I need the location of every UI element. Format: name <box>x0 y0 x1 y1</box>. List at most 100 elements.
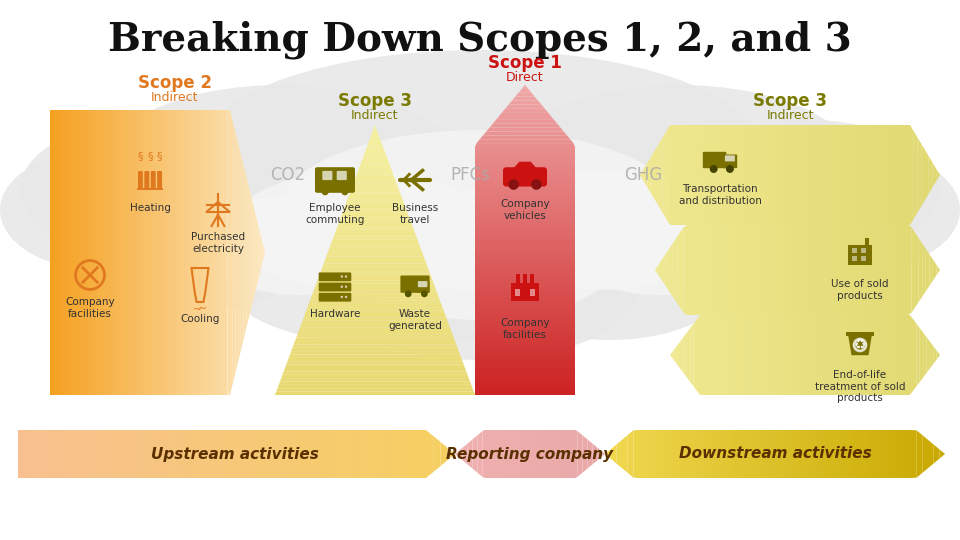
Polygon shape <box>702 430 707 478</box>
Polygon shape <box>694 225 698 315</box>
Polygon shape <box>847 125 850 225</box>
Polygon shape <box>160 110 163 395</box>
Polygon shape <box>684 430 690 478</box>
Polygon shape <box>860 430 866 478</box>
Polygon shape <box>326 253 423 256</box>
Polygon shape <box>475 170 575 174</box>
FancyBboxPatch shape <box>151 171 156 189</box>
Polygon shape <box>310 297 440 300</box>
Polygon shape <box>840 225 844 315</box>
Polygon shape <box>282 372 468 375</box>
Polygon shape <box>926 337 930 373</box>
Polygon shape <box>332 237 418 240</box>
Polygon shape <box>851 225 854 315</box>
Polygon shape <box>207 430 215 478</box>
Polygon shape <box>475 259 575 263</box>
Polygon shape <box>69 430 76 478</box>
Polygon shape <box>794 225 798 315</box>
Polygon shape <box>886 315 889 395</box>
Polygon shape <box>765 225 769 315</box>
Polygon shape <box>558 430 560 478</box>
Polygon shape <box>125 110 128 395</box>
Polygon shape <box>174 110 177 395</box>
Polygon shape <box>682 125 685 225</box>
Circle shape <box>726 165 733 173</box>
FancyBboxPatch shape <box>703 152 727 168</box>
Ellipse shape <box>200 50 760 250</box>
Text: GHG: GHG <box>624 166 662 185</box>
FancyBboxPatch shape <box>144 171 149 189</box>
Polygon shape <box>131 110 133 395</box>
Polygon shape <box>515 430 517 478</box>
Polygon shape <box>257 220 259 285</box>
Polygon shape <box>355 176 395 179</box>
Polygon shape <box>895 125 899 225</box>
Polygon shape <box>925 150 928 200</box>
Polygon shape <box>853 125 857 225</box>
Polygon shape <box>884 125 887 225</box>
Polygon shape <box>441 442 447 466</box>
FancyBboxPatch shape <box>511 283 540 301</box>
Text: CO2: CO2 <box>271 166 305 185</box>
Polygon shape <box>605 449 611 458</box>
Polygon shape <box>363 156 388 159</box>
Bar <box>865 238 869 245</box>
Polygon shape <box>802 125 805 225</box>
Polygon shape <box>280 430 287 478</box>
Bar <box>847 332 874 336</box>
Polygon shape <box>781 315 784 395</box>
Polygon shape <box>869 225 873 315</box>
Polygon shape <box>117 110 120 395</box>
Polygon shape <box>222 110 225 395</box>
Polygon shape <box>25 430 33 478</box>
Polygon shape <box>475 383 575 387</box>
Polygon shape <box>939 449 945 458</box>
Polygon shape <box>550 430 553 478</box>
Polygon shape <box>287 358 463 361</box>
Polygon shape <box>455 452 458 456</box>
FancyBboxPatch shape <box>852 256 857 261</box>
Text: End-of-life
treatment of sold
products: End-of-life treatment of sold products <box>815 370 905 403</box>
Polygon shape <box>854 225 858 315</box>
Polygon shape <box>475 391 575 395</box>
Polygon shape <box>475 306 575 310</box>
Ellipse shape <box>20 120 280 260</box>
Polygon shape <box>744 315 748 395</box>
Bar <box>137 188 163 190</box>
Polygon shape <box>317 430 324 478</box>
Polygon shape <box>906 125 910 225</box>
Polygon shape <box>306 307 444 310</box>
Polygon shape <box>18 430 25 478</box>
Polygon shape <box>327 250 422 253</box>
Polygon shape <box>372 132 379 135</box>
Polygon shape <box>290 351 460 354</box>
Polygon shape <box>595 446 597 462</box>
Polygon shape <box>343 210 407 213</box>
Polygon shape <box>475 279 575 282</box>
Polygon shape <box>891 125 895 225</box>
Polygon shape <box>294 341 456 345</box>
Polygon shape <box>567 430 570 478</box>
Polygon shape <box>510 430 513 478</box>
Polygon shape <box>468 442 470 467</box>
Polygon shape <box>475 198 575 201</box>
Polygon shape <box>364 152 386 156</box>
Polygon shape <box>685 125 688 225</box>
Polygon shape <box>896 315 900 395</box>
Text: Indirect: Indirect <box>152 91 199 104</box>
FancyBboxPatch shape <box>337 171 347 180</box>
Polygon shape <box>480 431 483 477</box>
Polygon shape <box>328 246 421 250</box>
Polygon shape <box>483 430 485 478</box>
Polygon shape <box>824 125 828 225</box>
Text: Scope 1: Scope 1 <box>488 54 562 72</box>
Polygon shape <box>475 348 575 353</box>
FancyBboxPatch shape <box>861 256 866 261</box>
Polygon shape <box>815 225 819 315</box>
Polygon shape <box>628 430 634 477</box>
Polygon shape <box>815 430 821 478</box>
Polygon shape <box>769 225 773 315</box>
Polygon shape <box>447 448 455 460</box>
Polygon shape <box>839 125 843 225</box>
Polygon shape <box>798 430 804 478</box>
